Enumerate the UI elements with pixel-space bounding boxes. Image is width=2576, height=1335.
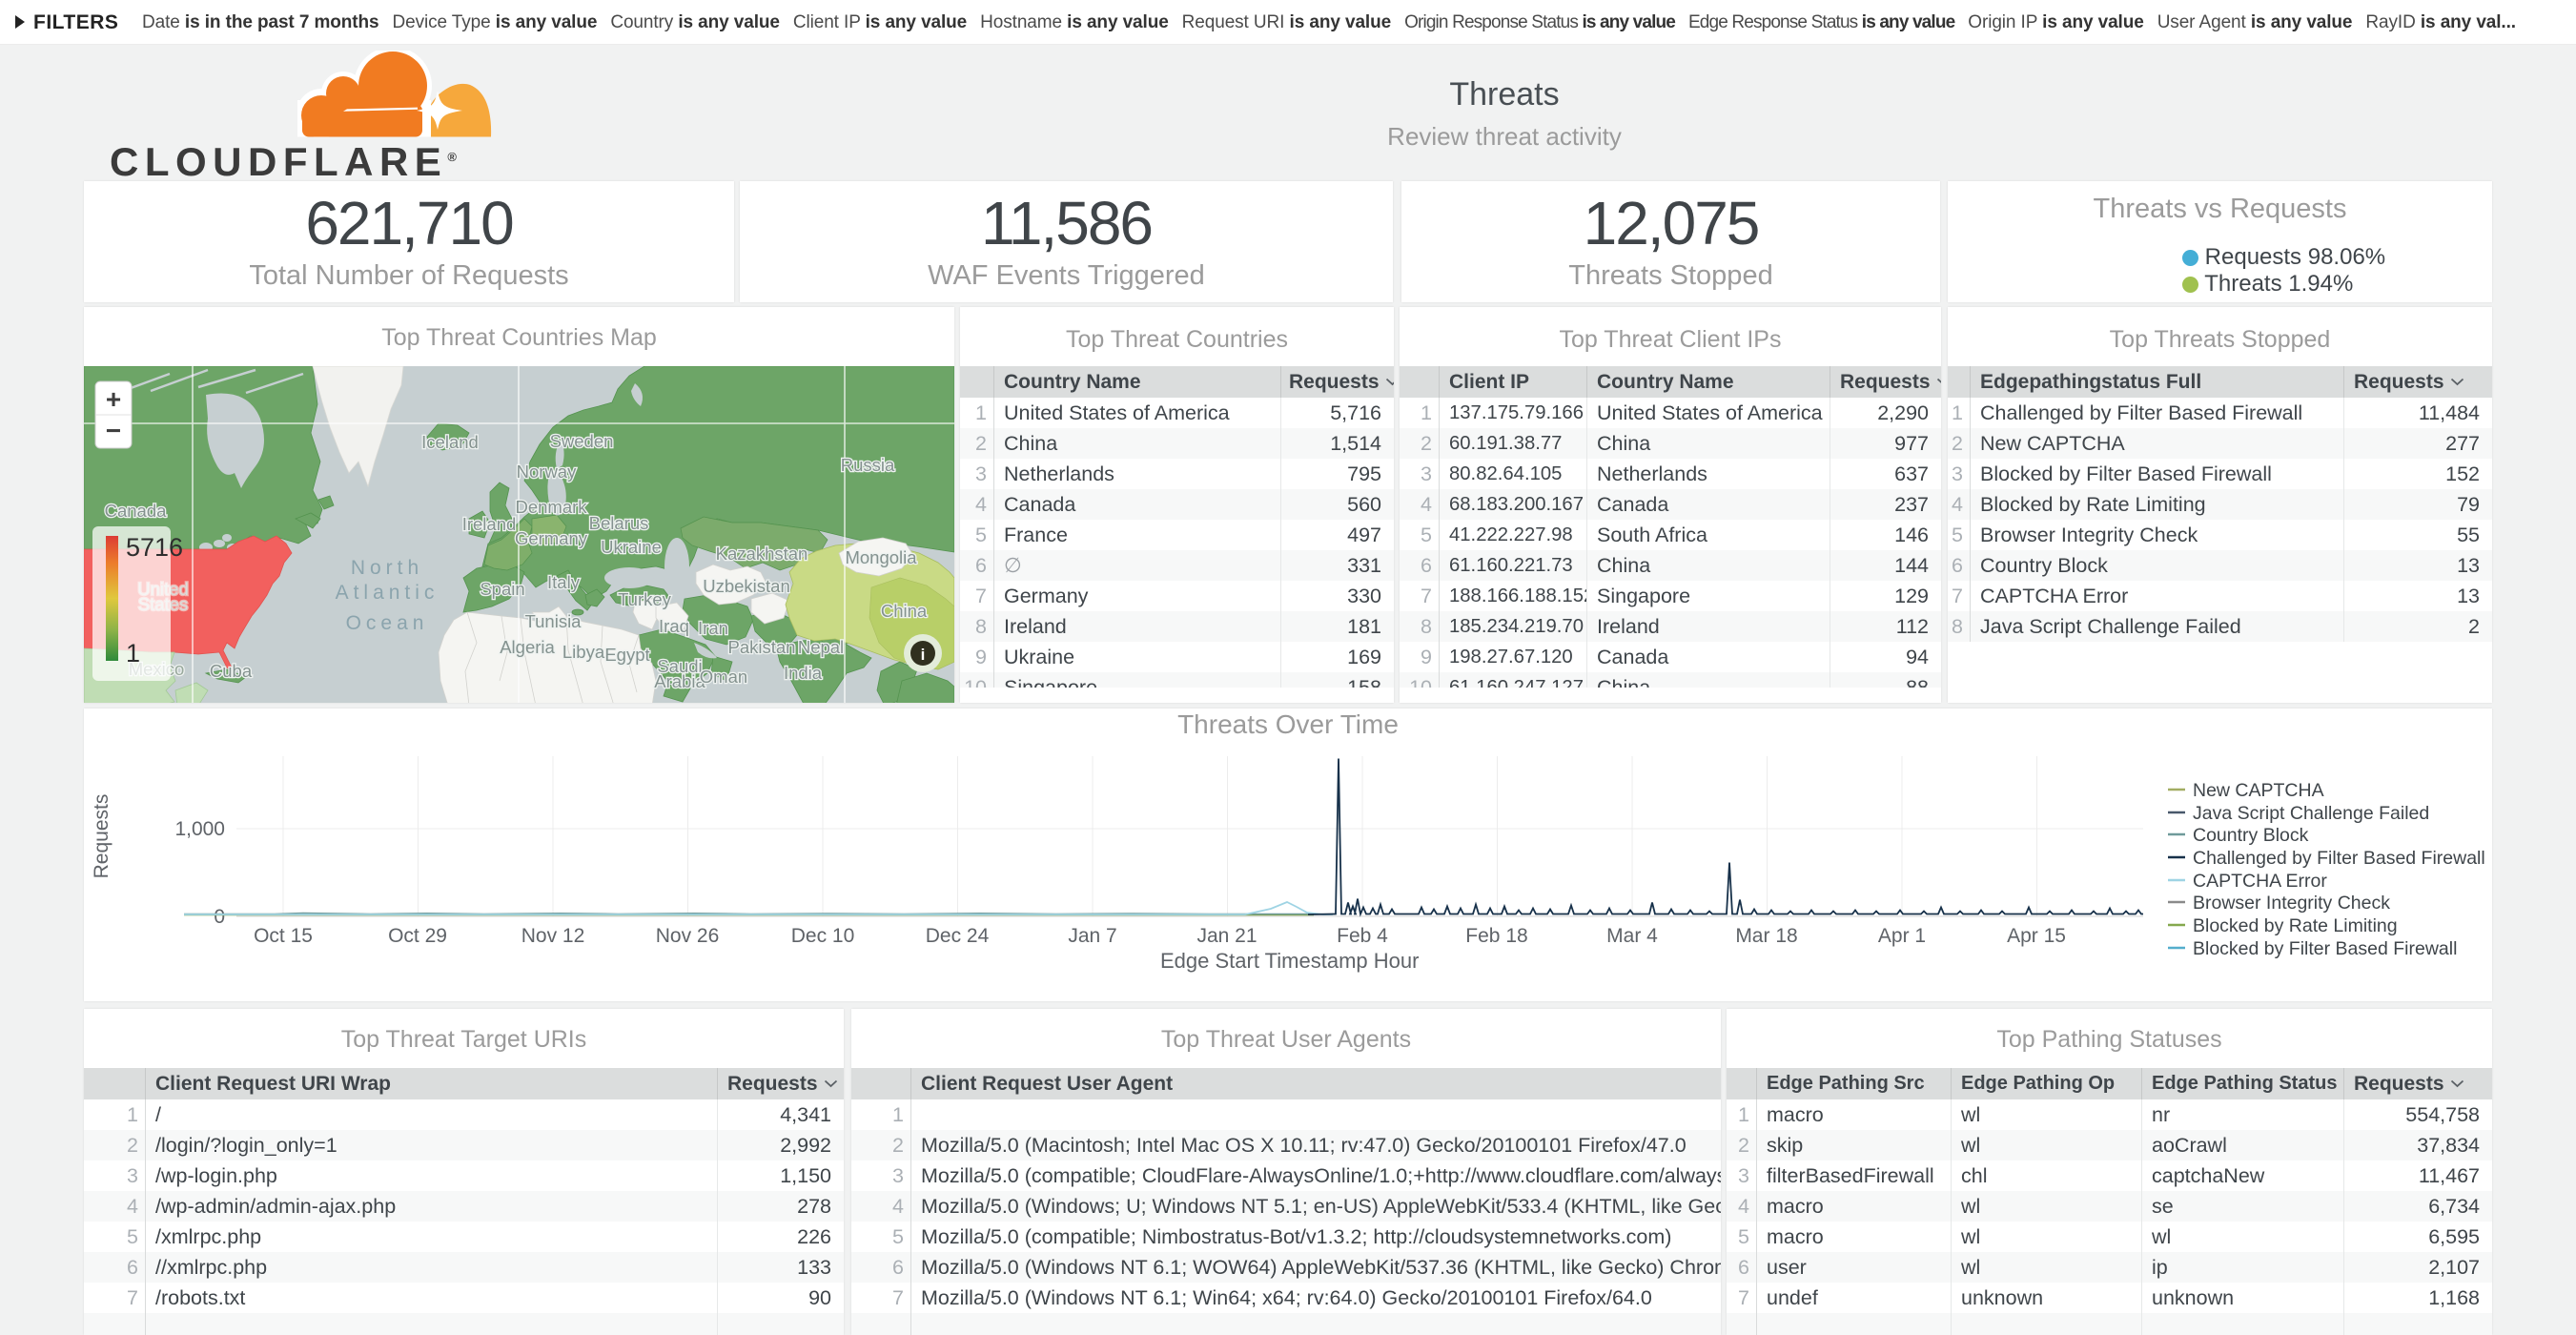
svg-text:Mar 4: Mar 4 [1606,925,1658,947]
svg-text:0: 0 [214,906,225,928]
svg-text:Spain: Spain [480,579,524,599]
svg-text:Ocean: Ocean [346,612,429,634]
svg-text:Germany: Germany [515,528,588,548]
svg-text:Edge Start Timestamp Hour: Edge Start Timestamp Hour [1160,949,1419,973]
svg-text:Requests: Requests [91,794,112,879]
svg-text:Blocked by Filter Based Firewa: Blocked by Filter Based Firewall [2193,938,2457,959]
svg-text:Feb 4: Feb 4 [1337,925,1388,947]
svg-text:Iceland: Iceland [421,432,479,452]
svg-text:Kazakhstan: Kazakhstan [716,544,808,564]
svg-text:Mongolia: Mongolia [845,547,917,567]
svg-text:Libya: Libya [562,642,605,662]
svg-text:India: India [784,663,823,683]
svg-text:Iraq: Iraq [659,616,689,636]
svg-text:Nov 26: Nov 26 [656,925,720,947]
svg-text:5716: 5716 [126,533,183,562]
svg-text:Nov 12: Nov 12 [521,925,585,947]
svg-text:China: China [881,601,928,621]
svg-text:Ireland: Ireland [462,514,517,534]
svg-text:Sweden: Sweden [550,431,614,451]
svg-text:Algeria: Algeria [500,637,555,657]
svg-text:Oman: Oman [700,667,747,687]
svg-text:Oct 29: Oct 29 [388,925,447,947]
svg-text:Canada: Canada [105,501,168,521]
svg-text:Arabia: Arabia [654,671,705,691]
svg-text:−: − [106,416,121,445]
svg-text:Pakistan: Pakistan [728,637,796,657]
svg-text:1: 1 [126,639,140,668]
svg-text:Dec 10: Dec 10 [791,925,855,947]
svg-text:North: North [351,557,423,579]
svg-text:Egypt: Egypt [604,645,649,665]
svg-text:Belarus: Belarus [589,513,649,533]
svg-text:Uzbekistan: Uzbekistan [703,576,790,596]
svg-text:+: + [106,384,121,414]
svg-text:i: i [921,646,926,664]
svg-text:Nepal: Nepal [798,637,844,657]
svg-text:Oct 15: Oct 15 [254,925,313,947]
svg-text:Apr 1: Apr 1 [1878,925,1926,947]
svg-text:Ukraine: Ukraine [601,537,662,557]
svg-text:Norway: Norway [517,462,577,482]
svg-text:Dec 24: Dec 24 [926,925,990,947]
svg-text:Challenged by Filter Based Fir: Challenged by Filter Based Firewall [2193,848,2485,869]
svg-text:Italy: Italy [547,572,581,592]
svg-text:Turkey: Turkey [618,589,672,609]
svg-text:1,000: 1,000 [174,818,225,840]
svg-text:Java Script Challenge Failed: Java Script Challenge Failed [2193,803,2429,824]
svg-text:Apr 15: Apr 15 [2007,925,2066,947]
svg-text:Browser Integrity Check: Browser Integrity Check [2193,893,2390,914]
svg-text:Cuba: Cuba [210,661,253,681]
svg-text:Tunisia: Tunisia [525,611,583,631]
svg-text:Saudi: Saudi [657,656,702,676]
svg-text:Blocked by Rate Limiting: Blocked by Rate Limiting [2193,915,2398,936]
svg-text:CAPTCHA Error: CAPTCHA Error [2193,871,2327,892]
svg-text:Jan 7: Jan 7 [1068,925,1116,947]
svg-text:Atlantic: Atlantic [336,582,440,604]
svg-text:Feb 18: Feb 18 [1465,925,1527,947]
svg-text:Threats Over Time: Threats Over Time [1177,709,1399,739]
svg-text:Denmark: Denmark [515,497,587,517]
svg-text:Iran: Iran [698,618,728,638]
svg-text:Russia: Russia [841,455,895,475]
svg-text:New CAPTCHA: New CAPTCHA [2193,780,2324,801]
svg-text:Mar 18: Mar 18 [1735,925,1797,947]
svg-text:Jan 21: Jan 21 [1196,925,1257,947]
svg-text:Country Block: Country Block [2193,825,2309,846]
